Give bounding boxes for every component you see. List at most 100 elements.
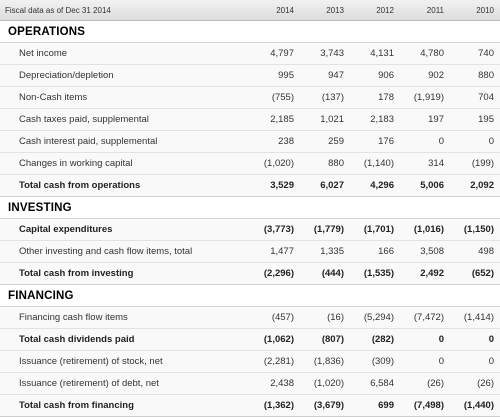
- row-value-2010: 704: [450, 86, 500, 109]
- row-label: Capital expenditures: [0, 218, 250, 241]
- row-value-2013: 259: [300, 130, 350, 153]
- row-value-2012: 178: [350, 86, 400, 109]
- row-value-2012: 906: [350, 64, 400, 87]
- table-row: Total cash dividends paid (1,062) (807) (28…: [0, 328, 500, 351]
- row-value-2013: (1,836): [300, 350, 350, 373]
- table-row: Depreciation/depletion 995 947 906 902 880: [0, 64, 500, 87]
- row-label: Issuance (retirement) of debt, net: [0, 372, 250, 395]
- row-label: Issuance (retirement) of stock, net: [0, 350, 250, 373]
- row-value-2012: 2,183: [350, 108, 400, 131]
- row-label: Total cash dividends paid: [0, 328, 250, 351]
- row-value-2012: (1,701): [350, 218, 400, 241]
- row-value-2011: 2,492: [400, 262, 450, 285]
- row-label: Total cash from investing: [0, 262, 250, 285]
- row-value-2011: 3,508: [400, 240, 450, 263]
- table-row: Net income 4,797 3,743 4,131 4,780 740: [0, 42, 500, 65]
- section-header-row: INVESTING: [0, 196, 500, 219]
- row-value-2013: 1,021: [300, 108, 350, 131]
- row-value-2011: (7,472): [400, 306, 450, 329]
- row-value-2011: 5,006: [400, 174, 450, 197]
- row-value-2014: (1,062): [250, 328, 300, 351]
- row-value-2010: (199): [450, 152, 500, 175]
- row-value-2013: 6,027: [300, 174, 350, 197]
- row-value-2011: 314: [400, 152, 450, 175]
- row-value-2014: (1,020): [250, 152, 300, 175]
- row-value-2010: 2,092: [450, 174, 500, 197]
- row-label: Non-Cash items: [0, 86, 250, 109]
- row-value-2013: (444): [300, 262, 350, 285]
- table-row: Capital expenditures (3,773) (1,779) (1,701…: [0, 218, 500, 241]
- section-title: OPERATIONS: [0, 20, 500, 43]
- row-value-2011: 0: [400, 130, 450, 153]
- row-value-2012: 166: [350, 240, 400, 263]
- table-row: Issuance (retirement) of stock, net (2,28…: [0, 350, 500, 373]
- row-value-2013: (1,779): [300, 218, 350, 241]
- row-value-2014: 238: [250, 130, 300, 153]
- row-value-2011: 902: [400, 64, 450, 87]
- row-value-2013: 3,743: [300, 42, 350, 65]
- row-value-2011: (1,919): [400, 86, 450, 109]
- year-header-2014: 2014: [250, 0, 300, 21]
- table-row: Financing cash flow items (457) (16) (5,294…: [0, 306, 500, 329]
- row-value-2014: (457): [250, 306, 300, 329]
- row-label: Cash taxes paid, supplemental: [0, 108, 250, 131]
- row-value-2013: (1,020): [300, 372, 350, 395]
- row-value-2012: (5,294): [350, 306, 400, 329]
- row-value-2013: 1,335: [300, 240, 350, 263]
- row-label: Financing cash flow items: [0, 306, 250, 329]
- row-value-2012: 4,131: [350, 42, 400, 65]
- row-value-2014: 995: [250, 64, 300, 87]
- table-body: OPERATIONS Net income 4,797 3,743 4,131 4,780…: [0, 20, 500, 417]
- section-header-row: OPERATIONS: [0, 20, 500, 43]
- row-value-2014: 4,797: [250, 42, 300, 65]
- row-value-2011: 197: [400, 108, 450, 131]
- row-value-2013: (16): [300, 306, 350, 329]
- year-header-2010: 2010: [450, 0, 500, 21]
- row-value-2014: (2,296): [250, 262, 300, 285]
- table-header-row: Fiscal data as of Dec 31 2014 2014 2013 …: [0, 0, 500, 21]
- row-value-2014: (3,773): [250, 218, 300, 241]
- row-value-2011: 4,780: [400, 42, 450, 65]
- table-row: Non-Cash items (755) (137) 178 (1,919) 704: [0, 86, 500, 109]
- row-value-2014: 2,438: [250, 372, 300, 395]
- year-header-2013: 2013: [300, 0, 350, 21]
- row-value-2014: (755): [250, 86, 300, 109]
- row-value-2012: 6,584: [350, 372, 400, 395]
- row-value-2010: 880: [450, 64, 500, 87]
- row-value-2011: 0: [400, 328, 450, 351]
- row-value-2011: (26): [400, 372, 450, 395]
- row-label: Other investing and cash flow items, tot…: [0, 240, 250, 263]
- row-value-2010: (652): [450, 262, 500, 285]
- row-value-2010: 498: [450, 240, 500, 263]
- row-label: Net income: [0, 42, 250, 65]
- row-value-2013: (137): [300, 86, 350, 109]
- year-header-2012: 2012: [350, 0, 400, 21]
- row-value-2010: (26): [450, 372, 500, 395]
- table-row: Total cash from operations 3,529 6,027 4,29…: [0, 174, 500, 197]
- table-row: Total cash from investing (2,296) (444) (1,…: [0, 262, 500, 285]
- row-value-2010: (1,150): [450, 218, 500, 241]
- row-label: Changes in working capital: [0, 152, 250, 175]
- row-label: Cash interest paid, supplemental: [0, 130, 250, 153]
- row-value-2014: 2,185: [250, 108, 300, 131]
- row-value-2011: 0: [400, 350, 450, 373]
- row-value-2011: (1,016): [400, 218, 450, 241]
- row-value-2010: 0: [450, 350, 500, 373]
- fiscal-date-header: Fiscal data as of Dec 31 2014: [0, 0, 250, 21]
- row-value-2013: 880: [300, 152, 350, 175]
- row-value-2012: (1,535): [350, 262, 400, 285]
- table-row: Cash interest paid, supplemental 238 259 17…: [0, 130, 500, 153]
- row-value-2010: 195: [450, 108, 500, 131]
- table-row: Other investing and cash flow items, tot…: [0, 240, 500, 263]
- table-row: Issuance (retirement) of debt, net 2,438(…: [0, 372, 500, 395]
- row-value-2014: 3,529: [250, 174, 300, 197]
- row-value-2010: (1,414): [450, 306, 500, 329]
- row-value-2012: (282): [350, 328, 400, 351]
- row-value-2012: (309): [350, 350, 400, 373]
- row-value-2010: 0: [450, 328, 500, 351]
- section-title: INVESTING: [0, 196, 500, 219]
- year-header-2011: 2011: [400, 0, 450, 21]
- row-value-2012: 4,296: [350, 174, 400, 197]
- row-label: Total cash from operations: [0, 174, 250, 197]
- row-value-2014: (2,281): [250, 350, 300, 373]
